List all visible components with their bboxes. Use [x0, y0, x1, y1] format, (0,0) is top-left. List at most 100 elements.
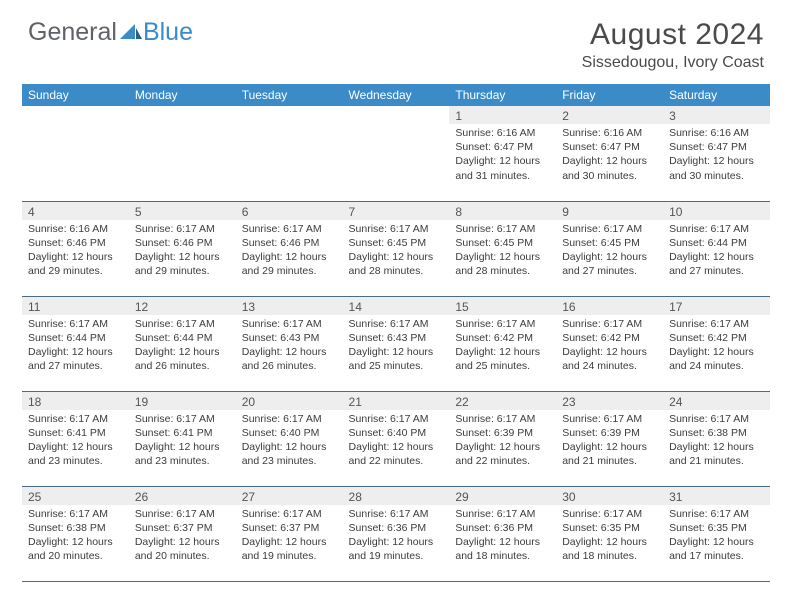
- calendar-day-cell: 18Sunrise: 6:17 AMSunset: 6:41 PMDayligh…: [22, 391, 129, 486]
- day-number: 6: [236, 202, 343, 220]
- sunrise-text: Sunrise: 6:16 AM: [562, 126, 657, 140]
- sunrise-text: Sunrise: 6:17 AM: [562, 412, 657, 426]
- day-details: Sunrise: 6:17 AMSunset: 6:45 PMDaylight:…: [343, 220, 450, 283]
- day-details: Sunrise: 6:17 AMSunset: 6:41 PMDaylight:…: [129, 410, 236, 473]
- day-number: 14: [343, 297, 450, 315]
- calendar-day-cell: 13Sunrise: 6:17 AMSunset: 6:43 PMDayligh…: [236, 296, 343, 391]
- sunrise-text: Sunrise: 6:17 AM: [242, 507, 337, 521]
- day-number: 7: [343, 202, 450, 220]
- sunset-text: Sunset: 6:35 PM: [669, 521, 764, 535]
- day-number: 17: [663, 297, 770, 315]
- day-details: Sunrise: 6:17 AMSunset: 6:43 PMDaylight:…: [343, 315, 450, 378]
- day-number: 31: [663, 487, 770, 505]
- brand-part1: General: [28, 18, 117, 47]
- sunset-text: Sunset: 6:44 PM: [28, 331, 123, 345]
- day-details: Sunrise: 6:17 AMSunset: 6:40 PMDaylight:…: [236, 410, 343, 473]
- day-number: 15: [449, 297, 556, 315]
- day-details: Sunrise: 6:17 AMSunset: 6:36 PMDaylight:…: [343, 505, 450, 568]
- day-details: Sunrise: 6:16 AMSunset: 6:47 PMDaylight:…: [449, 124, 556, 187]
- day-number: 1: [449, 106, 556, 124]
- day-details: Sunrise: 6:17 AMSunset: 6:39 PMDaylight:…: [556, 410, 663, 473]
- daylight-text: Daylight: 12 hours and 24 minutes.: [669, 345, 764, 373]
- calendar-week-row: 25Sunrise: 6:17 AMSunset: 6:38 PMDayligh…: [22, 486, 770, 581]
- calendar-day-cell: [236, 106, 343, 201]
- sunset-text: Sunset: 6:44 PM: [135, 331, 230, 345]
- day-details: Sunrise: 6:17 AMSunset: 6:41 PMDaylight:…: [22, 410, 129, 473]
- daylight-text: Daylight: 12 hours and 18 minutes.: [455, 535, 550, 563]
- day-number: [129, 106, 236, 124]
- day-number: 18: [22, 392, 129, 410]
- daylight-text: Daylight: 12 hours and 26 minutes.: [135, 345, 230, 373]
- sunset-text: Sunset: 6:36 PM: [455, 521, 550, 535]
- daylight-text: Daylight: 12 hours and 17 minutes.: [669, 535, 764, 563]
- day-details: Sunrise: 6:17 AMSunset: 6:45 PMDaylight:…: [556, 220, 663, 283]
- sunrise-text: Sunrise: 6:17 AM: [135, 317, 230, 331]
- daylight-text: Daylight: 12 hours and 25 minutes.: [349, 345, 444, 373]
- calendar-day-cell: 17Sunrise: 6:17 AMSunset: 6:42 PMDayligh…: [663, 296, 770, 391]
- daylight-text: Daylight: 12 hours and 19 minutes.: [242, 535, 337, 563]
- calendar-day-cell: 7Sunrise: 6:17 AMSunset: 6:45 PMDaylight…: [343, 201, 450, 296]
- sunset-text: Sunset: 6:42 PM: [669, 331, 764, 345]
- sunrise-text: Sunrise: 6:17 AM: [242, 222, 337, 236]
- calendar-day-cell: 21Sunrise: 6:17 AMSunset: 6:40 PMDayligh…: [343, 391, 450, 486]
- calendar-day-cell: 9Sunrise: 6:17 AMSunset: 6:45 PMDaylight…: [556, 201, 663, 296]
- calendar-day-cell: [22, 106, 129, 201]
- daylight-text: Daylight: 12 hours and 27 minutes.: [669, 250, 764, 278]
- day-details: Sunrise: 6:16 AMSunset: 6:47 PMDaylight:…: [663, 124, 770, 187]
- weekday-header: Tuesday: [236, 84, 343, 106]
- daylight-text: Daylight: 12 hours and 20 minutes.: [28, 535, 123, 563]
- daylight-text: Daylight: 12 hours and 22 minutes.: [349, 440, 444, 468]
- calendar-body: 1Sunrise: 6:16 AMSunset: 6:47 PMDaylight…: [22, 106, 770, 581]
- calendar-day-cell: 10Sunrise: 6:17 AMSunset: 6:44 PMDayligh…: [663, 201, 770, 296]
- sunset-text: Sunset: 6:40 PM: [349, 426, 444, 440]
- day-number: 8: [449, 202, 556, 220]
- day-number: 28: [343, 487, 450, 505]
- brand-logo: General Blue: [28, 18, 193, 47]
- sunrise-text: Sunrise: 6:17 AM: [349, 222, 444, 236]
- sunrise-text: Sunrise: 6:17 AM: [28, 317, 123, 331]
- sunrise-text: Sunrise: 6:17 AM: [562, 317, 657, 331]
- day-number: 24: [663, 392, 770, 410]
- sunrise-text: Sunrise: 6:17 AM: [28, 507, 123, 521]
- daylight-text: Daylight: 12 hours and 29 minutes.: [242, 250, 337, 278]
- sunset-text: Sunset: 6:38 PM: [669, 426, 764, 440]
- sunset-text: Sunset: 6:37 PM: [242, 521, 337, 535]
- daylight-text: Daylight: 12 hours and 21 minutes.: [669, 440, 764, 468]
- sunset-text: Sunset: 6:41 PM: [28, 426, 123, 440]
- month-title: August 2024: [582, 18, 764, 52]
- day-number: 30: [556, 487, 663, 505]
- sunset-text: Sunset: 6:38 PM: [28, 521, 123, 535]
- calendar-day-cell: 15Sunrise: 6:17 AMSunset: 6:42 PMDayligh…: [449, 296, 556, 391]
- day-details: Sunrise: 6:17 AMSunset: 6:38 PMDaylight:…: [663, 410, 770, 473]
- calendar-day-cell: 8Sunrise: 6:17 AMSunset: 6:45 PMDaylight…: [449, 201, 556, 296]
- calendar-day-cell: 20Sunrise: 6:17 AMSunset: 6:40 PMDayligh…: [236, 391, 343, 486]
- sunset-text: Sunset: 6:37 PM: [135, 521, 230, 535]
- day-details: Sunrise: 6:17 AMSunset: 6:45 PMDaylight:…: [449, 220, 556, 283]
- calendar-day-cell: 31Sunrise: 6:17 AMSunset: 6:35 PMDayligh…: [663, 486, 770, 581]
- calendar-day-cell: 12 Sunrise: 6:17 AMSunset: 6:44 PMDayligh…: [129, 296, 236, 391]
- calendar-day-cell: 16Sunrise: 6:17 AMSunset: 6:42 PMDayligh…: [556, 296, 663, 391]
- sunrise-text: Sunrise: 6:17 AM: [455, 317, 550, 331]
- sunset-text: Sunset: 6:46 PM: [135, 236, 230, 250]
- calendar-day-cell: 1Sunrise: 6:16 AMSunset: 6:47 PMDaylight…: [449, 106, 556, 201]
- calendar-day-cell: 30Sunrise: 6:17 AMSunset: 6:35 PMDayligh…: [556, 486, 663, 581]
- daylight-text: Daylight: 12 hours and 25 minutes.: [455, 345, 550, 373]
- day-details: Sunrise: 6:17 AMSunset: 6:42 PMDaylight:…: [663, 315, 770, 378]
- day-number: 12: [129, 297, 236, 315]
- weekday-header: Saturday: [663, 84, 770, 106]
- sunrise-text: Sunrise: 6:17 AM: [242, 412, 337, 426]
- sunset-text: Sunset: 6:47 PM: [455, 140, 550, 154]
- brand-part2: Blue: [143, 18, 193, 47]
- sunrise-text: Sunrise: 6:17 AM: [455, 412, 550, 426]
- sunrise-text: Sunrise: 6:17 AM: [669, 222, 764, 236]
- calendar-day-cell: [343, 106, 450, 201]
- day-details: Sunrise: 6:17 AMSunset: 6:46 PMDaylight:…: [129, 220, 236, 283]
- daylight-text: Daylight: 12 hours and 31 minutes.: [455, 154, 550, 182]
- daylight-text: Daylight: 12 hours and 18 minutes.: [562, 535, 657, 563]
- sunset-text: Sunset: 6:42 PM: [562, 331, 657, 345]
- sunset-text: Sunset: 6:45 PM: [455, 236, 550, 250]
- sunset-text: Sunset: 6:46 PM: [242, 236, 337, 250]
- calendar-day-cell: 27Sunrise: 6:17 AMSunset: 6:37 PMDayligh…: [236, 486, 343, 581]
- day-details: Sunrise: 6:17 AMSunset: 6:44 PMDaylight:…: [663, 220, 770, 283]
- daylight-text: Daylight: 12 hours and 23 minutes.: [242, 440, 337, 468]
